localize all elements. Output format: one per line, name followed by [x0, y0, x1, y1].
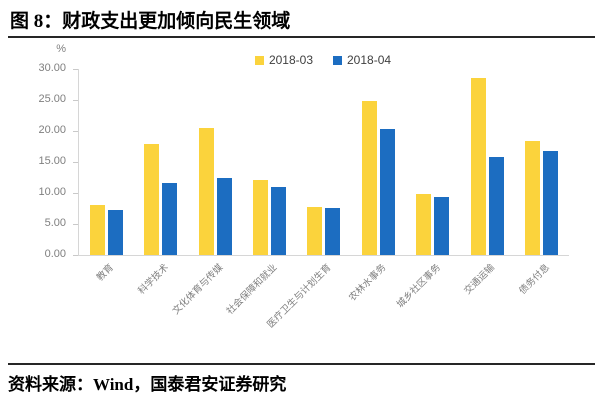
bar-2018-04 [325, 207, 341, 255]
bar-group: 农林水事务 [347, 69, 405, 303]
bar-group: 文化体育与传媒 [170, 69, 242, 317]
y-axis-tick-mark [73, 162, 78, 163]
bar-2018-03 [525, 140, 541, 255]
bar-2018-04 [488, 157, 504, 255]
x-axis-label: 交通运输 [462, 262, 498, 297]
y-axis-tick-mark [73, 224, 78, 225]
y-axis-tick-mark [73, 100, 78, 101]
y-axis-tick-mark [73, 255, 78, 256]
legend-swatch-yellow [254, 55, 264, 65]
bar-group: 交通运输 [460, 69, 514, 297]
top-divider-line [8, 36, 595, 38]
y-axis-tick-label: 15.00 [38, 155, 66, 167]
figure-title: 图 8：财政支出更加倾向民生领域 [10, 11, 291, 32]
legend-label: 2018-04 [347, 53, 392, 67]
bar-group: 科学技术 [133, 69, 187, 297]
bar-2018-03 [361, 101, 377, 255]
y-axis-tick-label: 5.00 [44, 217, 66, 229]
bar-2018-03 [144, 144, 160, 255]
bar-2018-03 [198, 127, 214, 255]
y-axis-tick-label: 0.00 [44, 248, 66, 260]
bar-2018-04 [107, 210, 123, 255]
legend-swatch-blue [333, 55, 342, 65]
bottom-divider-line [8, 363, 595, 365]
y-axis-tick-label: 10.00 [38, 186, 66, 198]
x-axis-label: 城乡社区事务 [394, 262, 443, 311]
bar-2018-04 [162, 182, 178, 255]
bar-group: 城乡社区事务 [395, 69, 460, 310]
y-axis-tick-mark [73, 69, 78, 70]
bar-2018-03 [470, 78, 486, 255]
y-axis-tick-mark [73, 193, 78, 194]
legend-item-2018-04: 2018-04 [333, 53, 391, 67]
x-axis-label: 债务付息 [516, 262, 552, 297]
x-axis-label: 社会保障和就业 [224, 262, 280, 317]
bar-group: 医疗卫生与计划生育 [266, 69, 351, 330]
bar-2018-03 [416, 193, 432, 255]
bar-2018-04 [216, 177, 232, 255]
x-axis-label: 农林水事务 [346, 262, 389, 304]
y-axis-unit-label: % [56, 43, 66, 55]
legend-item-2018-03: 2018-03 [254, 53, 313, 67]
bar-group: 教育 [79, 69, 133, 283]
bar-2018-04 [271, 187, 287, 255]
bar-2018-04 [379, 128, 395, 255]
y-axis-tick-label: 20.00 [38, 124, 66, 136]
bar-group: 债务付息 [515, 69, 569, 297]
x-axis-label: 教育 [94, 262, 117, 284]
bar-2018-04 [434, 197, 450, 255]
plot-area: 教育 科学技术 文化体育与传媒 社会保障和就业 医疗卫生与计划生育 农林水事务 城乡社区事务… [78, 69, 569, 330]
x-axis-label: 文化体育与传媒 [170, 262, 225, 317]
bar-2018-03 [307, 206, 323, 255]
y-axis-tick-label: 30.00 [38, 62, 66, 74]
bar-2018-03 [89, 204, 105, 255]
x-axis-label: 科学技术 [135, 262, 171, 297]
y-axis-tick-mark [73, 131, 78, 132]
legend-label: 2018-03 [268, 53, 313, 67]
source-note: 资料来源：Wind，国泰君安证券研究 [8, 375, 287, 394]
y-axis-tick-label: 25.00 [38, 93, 66, 105]
bar-2018-03 [253, 180, 269, 255]
bar-group: 社会保障和就业 [225, 69, 296, 317]
chart-legend: 2018-03 2018-04 [78, 53, 568, 67]
bar-2018-04 [543, 150, 559, 255]
